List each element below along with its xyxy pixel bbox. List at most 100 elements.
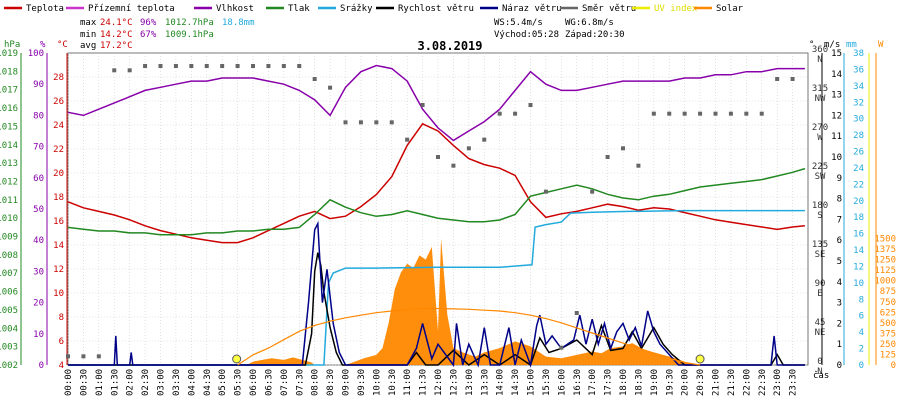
axis-tick-label: 1009	[0, 233, 18, 243]
x-tick-label: 07:30	[295, 369, 305, 396]
stat-value: 96%	[140, 18, 157, 28]
direction-point	[420, 103, 425, 107]
legend-label: Teplota	[26, 4, 64, 14]
direction-point	[328, 85, 333, 90]
axis-tick-label: 32	[853, 98, 864, 108]
x-tick-label: 00:30	[79, 369, 89, 396]
axis-tick-label: N	[817, 55, 822, 65]
series-line	[68, 220, 805, 368]
axis-tick-label: 135	[812, 240, 828, 250]
direction-point	[266, 64, 271, 68]
direction-point	[81, 354, 86, 359]
x-tick-label: 03:30	[172, 369, 182, 396]
axis-tick-label: 0	[859, 361, 864, 371]
axis-tick-label: 80	[33, 111, 44, 121]
x-tick-label: 00:00	[64, 369, 74, 396]
direction-point	[451, 163, 456, 168]
axis-tick-label: 1	[837, 340, 842, 350]
axis-tick-label: 270	[812, 123, 828, 133]
legend-label: Vlhkost	[216, 4, 254, 14]
axis-tick-label: 6	[859, 312, 864, 322]
axis-tick-label: E	[817, 289, 822, 299]
direction-point	[112, 68, 117, 73]
x-tick-label: 12:00	[434, 369, 444, 396]
left-axes: hPa1002100310041005100610071008100910101…	[0, 40, 68, 371]
stat-value: 17.2°C	[100, 41, 133, 51]
series-line	[68, 252, 805, 367]
axis-tick-label: 1014	[0, 141, 18, 151]
x-tick-label: 12:30	[449, 369, 459, 396]
direction-point	[590, 189, 595, 194]
direction-point	[682, 111, 687, 116]
direction-point	[436, 155, 440, 159]
axis-tick-label: 2	[859, 345, 864, 355]
axis-unit: %	[40, 40, 46, 50]
x-tick-label: 02:00	[126, 369, 136, 396]
direction-point	[482, 137, 487, 142]
direction-point	[158, 64, 163, 68]
x-tick-label: 18:30	[634, 369, 644, 396]
axis-tick-label: 8	[859, 295, 864, 305]
legend-label: UV index	[654, 4, 698, 14]
axis-tick-label: 5	[837, 257, 842, 267]
x-tick-label: 03:00	[157, 369, 167, 396]
axis-tick-label: 10	[831, 153, 842, 163]
x-tick-label: 23:00	[773, 369, 783, 396]
series-line	[67, 167, 806, 236]
axis-tick-label: 1000	[874, 277, 896, 287]
x-tick-label: 08:30	[326, 369, 336, 396]
x-tick-label: 01:30	[110, 369, 120, 396]
axis-tick-label: 0	[891, 361, 896, 371]
axis-tick-label: W	[817, 133, 823, 143]
direction-point	[744, 111, 749, 116]
series-line	[67, 64, 805, 142]
chart-title: 3.08.2019	[417, 39, 482, 53]
legend-label: Tlak	[288, 4, 310, 14]
x-tick-label: 04:30	[203, 369, 213, 396]
direction-point	[127, 68, 132, 73]
axis-tick-label: 90	[33, 80, 44, 90]
x-tick-label: 19:00	[650, 369, 660, 396]
grid	[67, 53, 808, 366]
direction-point	[790, 77, 795, 81]
direction-point	[343, 120, 348, 125]
axis-tick-label: 3	[837, 299, 842, 309]
direction-point	[312, 77, 317, 81]
stats-block: max 24.1°C 96% 1012.7hPa 18.8mm min 14.2°C 67% 1…	[80, 18, 625, 51]
stat-value: WG:6.8m/s	[565, 18, 614, 28]
axis-tick-label: 750	[880, 298, 896, 308]
axis-tick-label: 16	[853, 230, 864, 240]
axis-tick-label: 30	[853, 115, 864, 125]
axis-tick-label: 14	[53, 241, 64, 251]
axis-tick-label: 1250	[874, 256, 896, 266]
axis-tick-label: SW	[815, 172, 826, 182]
axis-tick-label: 375	[880, 329, 896, 339]
series-solar-area	[246, 238, 694, 365]
axis-tick-label: 26	[853, 148, 864, 158]
legend-label: Solar	[716, 4, 744, 14]
sun-marker	[232, 354, 242, 364]
direction-point	[204, 64, 209, 68]
direction-point	[651, 111, 656, 116]
direction-point	[759, 111, 764, 116]
axis-tick-label: 60	[33, 174, 44, 184]
axis-tick-label: 0	[39, 361, 44, 371]
direction-point	[528, 103, 533, 107]
axis-tick-label: 10	[53, 289, 64, 299]
axis-tick-label: 125	[880, 350, 896, 360]
x-tick-label: 13:00	[465, 369, 475, 396]
axis-tick-label: 6	[837, 236, 842, 246]
axis-tick-label: 1375	[874, 245, 896, 255]
axis-tick-label: 625	[880, 308, 896, 318]
axis-tick-label: 12	[853, 262, 864, 272]
right-axes: °0N45NE90E135SE180S225SW270W315NW360Nm/s…	[809, 40, 896, 377]
axis-tick-label: 0	[817, 357, 822, 367]
axis-tick-label: 1016	[0, 104, 18, 114]
axis-tick-label: 8	[59, 313, 64, 323]
direction-point	[667, 111, 672, 116]
x-tick-label: 01:00	[95, 369, 105, 396]
axis-tick-label: 315	[812, 84, 828, 94]
axis-tick-label: 875	[880, 287, 896, 297]
stat-value: 67%	[140, 30, 157, 40]
